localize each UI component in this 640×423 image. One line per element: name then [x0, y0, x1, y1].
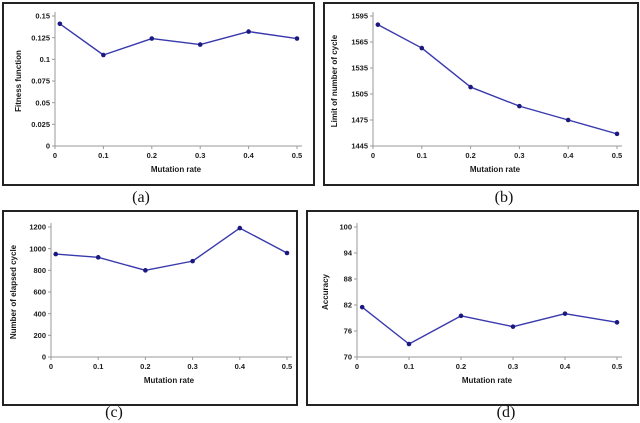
y-tick-label: 1565 [351, 38, 368, 47]
x-tick-label: 0.3 [508, 362, 518, 371]
y-tick-label: 0.025 [31, 120, 50, 129]
data-point [197, 42, 203, 47]
chart-panel-fitness-function: 0 0.025 0.05 0.075 0.1 0.125 0.15 0 0.1 0.2 0.3 0.4… [2, 2, 315, 186]
chart-panel-accuracy: 70 76 82 88 94 100 0 0.1 0.2 0.3 0.4 0.5 Mutation ra… [306, 210, 639, 406]
data-point [284, 250, 290, 256]
y-tick-label: 800 [33, 266, 46, 275]
y-tick-label: 0.125 [31, 33, 50, 42]
x-axis-title: Mutation rate [462, 376, 513, 385]
subfigure-caption-a: (a) [132, 189, 150, 206]
series-line [377, 24, 618, 135]
data-point [101, 52, 106, 58]
x-tick-label: 0 [49, 362, 53, 371]
x-tick-label: 0.4 [560, 362, 571, 371]
x-tick-label: 0.2 [140, 362, 150, 371]
y-tick-label: 0.15 [35, 12, 50, 21]
x-tick-label: 0.1 [417, 151, 427, 160]
x-tick-label: 0.5 [612, 151, 622, 160]
data-point [375, 22, 381, 27]
data-point [237, 225, 243, 231]
data-point [246, 29, 251, 34]
y-axis-title: Accuracy [321, 273, 330, 310]
data-point [458, 313, 464, 319]
series-line [55, 227, 288, 272]
y-tick-label: 70 [344, 353, 352, 362]
y-tick-label: 0.05 [35, 98, 50, 107]
x-tick-label: 0.5 [612, 362, 622, 371]
y-axis-title: Limit of number of cycle [330, 34, 339, 127]
x-tick-label: 0.1 [93, 362, 103, 371]
data-point [614, 131, 620, 137]
data-point [614, 320, 620, 325]
y-tick-label: 1200 [29, 223, 46, 232]
chart-panel-number-of-elapsed-cycle: 0 200 400 600 800 1000 1200 0 0.1 0.2 0.3 0.4 0.5 Mut… [2, 210, 298, 406]
x-tick-label: 0.4 [235, 362, 246, 371]
subfigure-caption-d: (d) [496, 404, 516, 421]
x-tick-label: 0.5 [292, 151, 302, 160]
data-point [468, 84, 473, 90]
x-tick-label: 0.1 [404, 362, 414, 371]
line-chart-fitness-function: 0 0.025 0.05 0.075 0.1 0.125 0.15 0 0.1 0.2 0.3 0.4… [14, 12, 302, 174]
x-tick-label: 0.2 [456, 362, 466, 371]
y-tick-label: 1595 [351, 12, 368, 21]
data-point [149, 36, 155, 41]
x-tick-label: 0.3 [187, 362, 197, 371]
data-point [510, 324, 516, 329]
data-point [565, 117, 571, 123]
data-point [95, 255, 101, 260]
data-point [57, 21, 63, 27]
line-chart-accuracy: 70 76 82 88 94 100 0 0.1 0.2 0.3 0.4 0.5 Mutation ra… [321, 223, 622, 385]
chart-panel-limit-of-number-of-cycle: 1445 1475 1505 1535 1565 1595 0 0.1 0.2 0.3 0.4 0.5… [323, 2, 639, 186]
x-axis-title: Mutation rate [151, 165, 202, 174]
line-chart-number-of-elapsed-cycle: 0 200 400 600 800 1000 1200 0 0.1 0.2 0.3 0.4 0.5 Mut… [9, 223, 292, 385]
y-tick-label: 94 [344, 249, 353, 258]
data-point [294, 36, 300, 41]
y-axis-title: Fitness function [14, 50, 23, 112]
y-tick-label: 0.075 [31, 77, 50, 86]
x-tick-label: 0.4 [563, 151, 574, 160]
data-point [406, 341, 412, 347]
y-tick-label: 82 [344, 301, 352, 310]
line-chart-limit-of-number-of-cycle: 1445 1475 1505 1535 1565 1595 0 0.1 0.2 0.3 0.4 0.5… [330, 12, 622, 174]
data-point [562, 311, 568, 316]
y-tick-label: 1000 [29, 244, 46, 253]
data-point [143, 268, 148, 273]
y-tick-label: 88 [344, 275, 352, 284]
x-tick-label: 0 [371, 151, 375, 160]
y-axis-title: Number of elapsed cycle [9, 244, 18, 339]
series-line [59, 23, 298, 56]
x-tick-label: 0.1 [98, 151, 108, 160]
data-point [53, 251, 59, 257]
y-tick-label: 0 [42, 353, 46, 362]
subfigure-caption-b: (b) [494, 189, 514, 206]
data-point [190, 258, 195, 264]
subfigure-caption-c: (c) [105, 404, 123, 421]
x-axis-title: Mutation rate [470, 165, 521, 174]
x-tick-label: 0.2 [465, 151, 475, 160]
y-tick-label: 76 [344, 327, 352, 336]
x-tick-label: 0 [53, 151, 57, 160]
series-line [361, 306, 618, 345]
y-tick-label: 1475 [351, 116, 368, 125]
x-tick-label: 0.4 [243, 151, 254, 160]
x-tick-label: 0.5 [282, 362, 292, 371]
data-point [517, 103, 522, 109]
x-axis-title: Mutation rate [144, 376, 195, 385]
y-tick-label: 1535 [351, 64, 368, 73]
y-tick-label: 0.1 [40, 55, 50, 64]
x-tick-label: 0 [355, 362, 359, 371]
y-tick-label: 100 [339, 223, 352, 232]
y-tick-label: 600 [33, 288, 46, 297]
data-point [359, 304, 365, 310]
y-tick-label: 1445 [351, 142, 368, 151]
x-tick-label: 0.3 [195, 151, 205, 160]
y-tick-label: 400 [33, 309, 46, 318]
x-tick-label: 0.2 [147, 151, 157, 160]
y-tick-label: 0 [46, 142, 50, 151]
x-tick-label: 0.3 [514, 151, 524, 160]
y-tick-label: 200 [33, 331, 46, 340]
y-tick-label: 1505 [351, 90, 368, 99]
data-point [419, 45, 425, 51]
